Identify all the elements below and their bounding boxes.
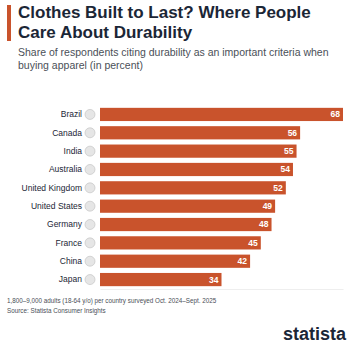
tick: United States — [31, 201, 82, 211]
data-label: 49 — [263, 201, 273, 211]
bar — [100, 181, 286, 194]
note: 1,800–9,000 adults (18-64 y/o) per count… — [7, 297, 217, 305]
flag-icon — [85, 164, 95, 174]
title: Clothes Built to Last? Where PeopleCare … — [18, 3, 311, 42]
bar — [100, 255, 250, 268]
flag-icon — [85, 238, 95, 248]
tick: Brazil — [61, 109, 82, 119]
tick-label: India — [64, 146, 83, 156]
logo: statista — [283, 324, 347, 344]
tick: Canada — [52, 128, 82, 138]
flag-icon — [85, 220, 95, 230]
tick: United Kingdom — [22, 183, 82, 193]
tick: China — [60, 256, 82, 266]
data-label: 34 — [209, 275, 219, 285]
data-label: 54 — [281, 164, 291, 174]
flag-icon — [85, 256, 95, 266]
tick-label: China — [60, 256, 82, 266]
data-label: 48 — [259, 219, 269, 229]
flag-icon — [85, 109, 95, 119]
title-accent — [7, 5, 11, 41]
axis-line — [101, 289, 344, 290]
y-axis: Brazil Canada India Australia United Kingdom… — [22, 109, 83, 284]
data-label: 55 — [284, 146, 294, 156]
tick: Japan — [59, 274, 82, 284]
data-label: 52 — [273, 183, 283, 193]
bar — [100, 126, 300, 139]
chart: Clothes Built to Last? Where PeopleCare … — [0, 0, 355, 355]
tick-label: Japan — [59, 274, 82, 284]
tick: Germany — [47, 219, 83, 229]
flag-icon — [85, 183, 95, 193]
bar — [100, 145, 297, 158]
source: Source: Statista Consumer Insights — [7, 307, 106, 315]
data-label: 45 — [248, 238, 258, 248]
tick-label: United States — [31, 201, 82, 211]
x-axis — [101, 289, 344, 290]
tick-label: Brazil — [61, 109, 82, 119]
bar — [100, 273, 222, 286]
tick: India — [64, 146, 83, 156]
flags — [85, 109, 95, 284]
bar — [100, 163, 293, 176]
data-label: 68 — [331, 109, 341, 119]
bar — [100, 200, 275, 213]
bar — [100, 108, 343, 121]
flag-icon — [85, 128, 95, 138]
data-labels: 68 56 55 54 5249 484542 34 — [209, 109, 340, 284]
tick-label: France — [56, 238, 83, 248]
subtitle: Share of respondents citing durability a… — [18, 46, 329, 71]
tick-label: Germany — [47, 219, 83, 229]
flag-icon — [85, 146, 95, 156]
data-label: 42 — [238, 256, 248, 266]
flag-icon — [85, 275, 95, 285]
bars — [100, 108, 343, 286]
flag-icon — [85, 201, 95, 211]
data-label: 56 — [288, 128, 298, 138]
tick-label: Canada — [52, 128, 82, 138]
bar — [100, 236, 261, 249]
tick: Australia — [49, 164, 82, 174]
tick-label: United Kingdom — [22, 183, 82, 193]
tick: France — [56, 238, 83, 248]
bar — [100, 218, 272, 231]
tick-label: Australia — [49, 164, 82, 174]
